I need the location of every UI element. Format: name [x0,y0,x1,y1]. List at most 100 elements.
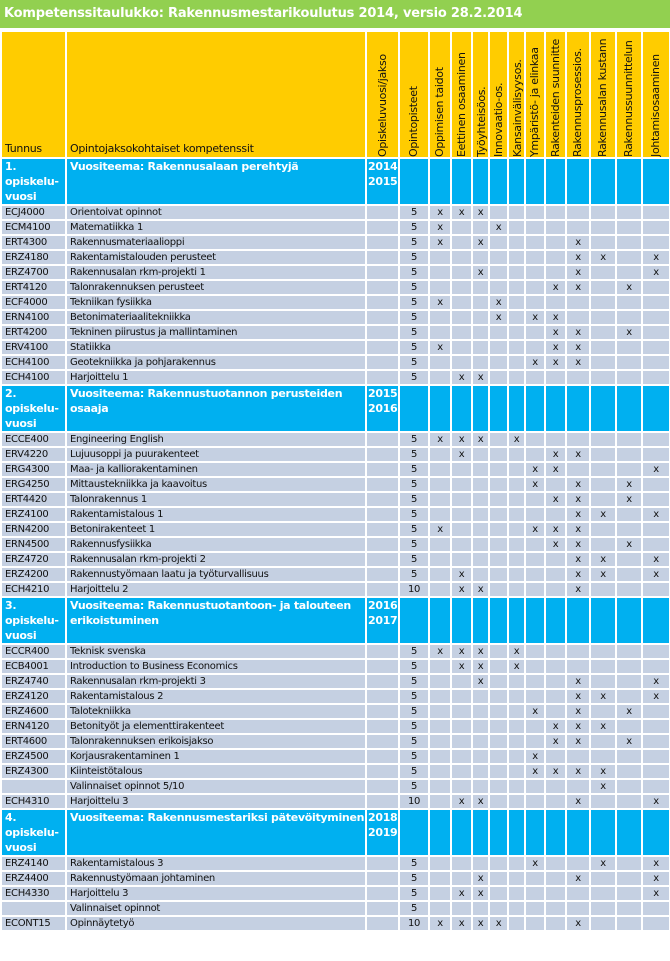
credits: 5 [398,885,430,902]
year-cell [365,643,400,660]
header-competence: Rakenteiden suunnitte [544,30,567,159]
course-code: ECJ4000 [0,204,67,221]
course-name: Betonimateriaalitekniikka [65,309,367,326]
competence-mark: x [471,643,490,660]
table-row: ECH4310 Harjoittelu 3 10 x x x x [0,793,670,810]
credits: 5 [398,219,430,236]
competence-cell [641,900,670,917]
competence-cell [589,870,617,887]
competence-cell [641,915,670,932]
course-name: Rakentamistalous 1 [65,506,367,523]
course-name: Rakennusalan rkm-projekti 2 [65,551,367,568]
competence-cell [428,581,452,598]
course-name: Valinnaiset opinnot [65,900,367,917]
course-code: ERZ4400 [0,870,67,887]
competence-cell [471,461,490,478]
competence-mark: x [471,870,490,887]
competence-mark: x [524,309,546,326]
course-name: Mittaustekniikka ja kaavoitus [65,476,367,493]
table-row: ERZ4600 Talotekniikka 5 x x x [0,703,670,720]
competence-mark: x [450,658,473,675]
table-row: ECCR400 Teknisk svenska 5 x x x x [0,643,670,660]
course-code: ERZ4120 [0,688,67,705]
credits: 5 [398,643,430,660]
section-theme: Vuositeema: Rakennusmestariksi pätevöity… [65,808,367,857]
competence-mark: x [471,885,490,902]
competence-cell [615,219,643,236]
competence-cell [428,264,452,281]
section-cell [565,808,591,857]
competence-cell [450,264,473,281]
credits: 10 [398,581,430,598]
competence-cell [471,521,490,538]
course-name: Betonityöt ja elementtirakenteet [65,718,367,735]
competence-cell [589,234,617,251]
credits: 5 [398,506,430,523]
section-cell [450,808,473,857]
competence-cell [488,264,509,281]
year-cell [365,566,400,583]
competence-cell [471,354,490,371]
competence-cell [450,688,473,705]
section-cell [589,596,617,645]
competence-cell [450,703,473,720]
competence-cell [641,279,670,296]
table-row: ERV4100 Statiikka 5 x x x [0,339,670,356]
table-row: Valinnaiset opinnot 5 [0,900,670,917]
competence-cell [450,900,473,917]
year-cell [365,294,400,311]
competence-cell [615,658,643,675]
credits: 5 [398,703,430,720]
competence-cell [589,294,617,311]
section-cell [488,157,509,206]
course-code [0,900,67,917]
table-row: ECF4000 Tekniikan fysiikka 5 x x [0,294,670,311]
competence-cell [507,234,526,251]
credits: 5 [398,763,430,780]
competence-cell [524,915,546,932]
competence-cell [471,536,490,553]
competence-cell [488,718,509,735]
course-name: Rakennusmateriaalioppi [65,234,367,251]
competence-mark: x [471,234,490,251]
course-code: ERT4120 [0,279,67,296]
competence-mark: x [428,915,452,932]
section-label: 4. opiskelu-vuosi [0,808,67,857]
competence-cell [507,778,526,795]
competence-mark: x [641,506,670,523]
competence-cell [428,900,452,917]
competence-cell [615,855,643,872]
competence-cell [589,431,617,448]
credits: 5 [398,476,430,493]
competence-mark: x [428,234,452,251]
competence-mark: x [565,703,591,720]
competence-cell [544,885,567,902]
competence-mark: x [565,915,591,932]
section-cell [471,384,490,433]
competence-cell [544,793,567,810]
credits: 5 [398,733,430,750]
credits: 5 [398,855,430,872]
course-code: ERT4300 [0,234,67,251]
competence-cell [471,491,490,508]
competence-cell [488,733,509,750]
course-name: Lujuusoppi ja puurakenteet [65,446,367,463]
competence-mark: x [565,673,591,690]
competence-mark: x [428,431,452,448]
course-name: Teknisk svenska [65,643,367,660]
competence-mark: x [615,279,643,296]
competence-cell [544,855,567,872]
competence-mark: x [615,733,643,750]
competence-cell [589,521,617,538]
competence-cell [471,476,490,493]
header-competence: Työyhteisöos. [471,30,490,159]
table-row: ERT4600 Talonrakennuksen erikoisjakso 5 x x x [0,733,670,750]
competence-cell [428,536,452,553]
course-name: Statiikka [65,339,367,356]
section-cell [589,808,617,857]
competence-mark: x [565,551,591,568]
competence-cell [450,324,473,341]
year-cell [365,431,400,448]
